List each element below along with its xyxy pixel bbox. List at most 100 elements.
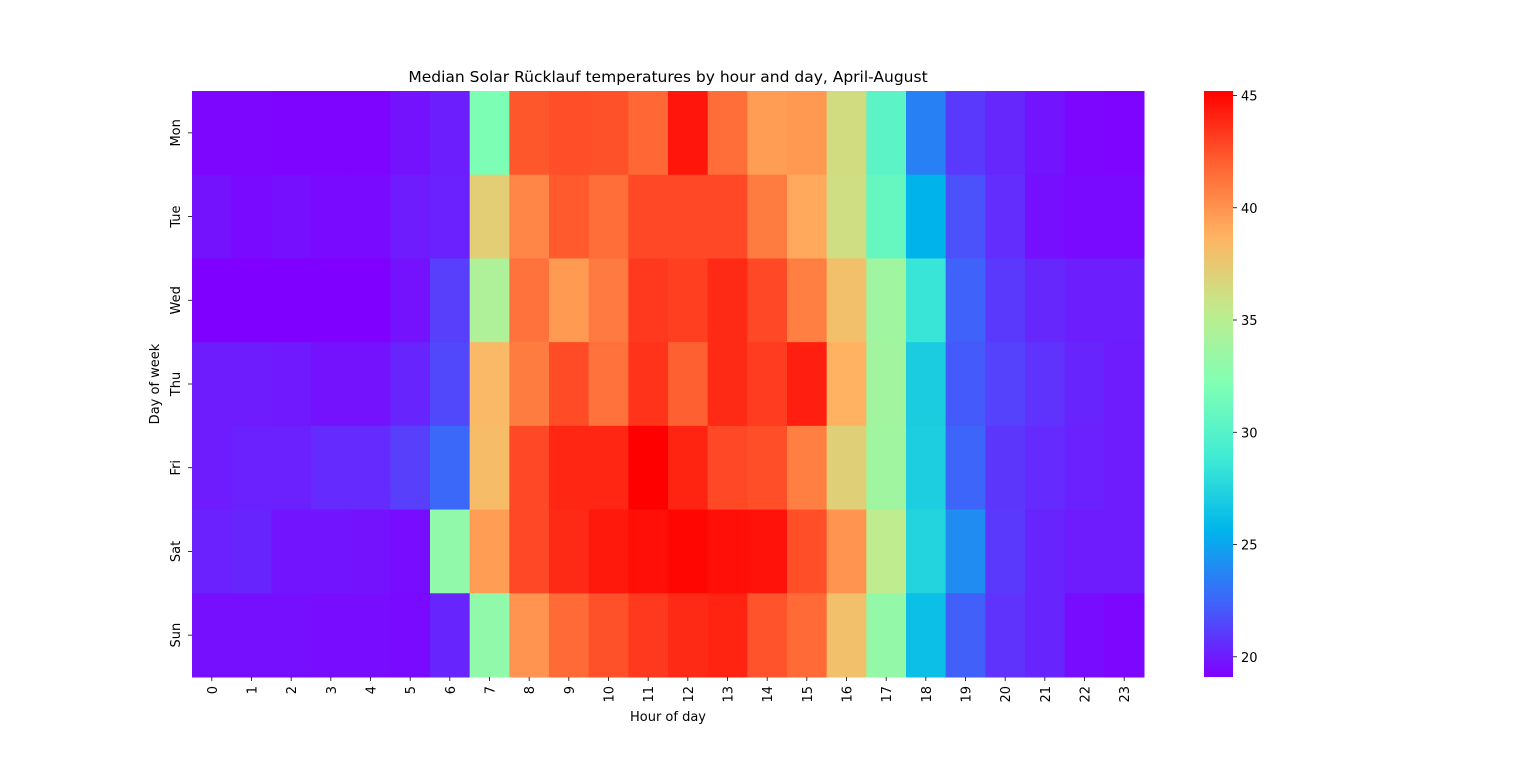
heatmap-cell <box>588 174 629 259</box>
heatmap-cell <box>1025 425 1066 511</box>
heatmap-cell <box>390 509 431 594</box>
x-tick-label: 5 <box>404 686 419 694</box>
heatmap-cell <box>668 509 709 594</box>
heatmap-cell <box>707 174 748 259</box>
heatmap-cell <box>747 91 788 176</box>
colorbar-tick-label: 30 <box>1241 426 1258 441</box>
heatmap-cell <box>1025 258 1066 343</box>
heatmap-cell <box>668 258 709 343</box>
heatmap-cell <box>469 425 510 511</box>
heatmap-cell <box>1104 91 1145 176</box>
heatmap-cell <box>192 174 233 259</box>
x-tick-label: 0 <box>206 686 221 694</box>
heatmap-cell <box>1064 593 1105 678</box>
heatmap-cell <box>707 91 748 176</box>
heatmap-cell <box>192 593 233 678</box>
heatmap-cell <box>945 593 986 678</box>
heatmap-cell <box>1025 509 1066 594</box>
heatmap-cell <box>231 593 272 678</box>
heatmap-cell <box>469 258 510 343</box>
y-tick-label: Mon <box>169 119 184 146</box>
x-axis-ticks: 0 1 2 3 4 5 6 7 8 9 10 11 12 13 14 15 16 17 18 19 20 21 22 23 <box>206 677 1133 703</box>
y-tick-label: Sun <box>169 623 184 648</box>
x-tick-label: 9 <box>563 686 578 694</box>
heatmap-cell <box>707 258 748 343</box>
y-tick-label: Sat <box>169 541 184 562</box>
heatmap-cell <box>628 91 669 176</box>
heatmap-cell <box>1104 425 1145 511</box>
heatmap-cell <box>390 258 431 343</box>
heatmap-cell <box>231 425 272 511</box>
heatmap-cell <box>271 342 312 427</box>
heatmap-cell <box>1064 258 1105 343</box>
x-tick-label: 12 <box>682 686 697 703</box>
heatmap-cell <box>588 258 629 343</box>
heatmap-cell <box>866 509 907 594</box>
heatmap-cell <box>430 593 471 678</box>
heatmap-cell <box>549 425 590 511</box>
y-axis-label: Day of week <box>148 343 163 424</box>
heatmap-cell <box>945 258 986 343</box>
heatmap-cell <box>1104 509 1145 594</box>
colorbar-tick-label: 45 <box>1241 89 1258 104</box>
x-axis-label: Hour of day <box>630 710 706 725</box>
heatmap-cell <box>192 342 233 427</box>
heatmap-cell <box>430 342 471 427</box>
heatmap-cell <box>311 258 352 343</box>
x-tick-label: 18 <box>920 686 935 703</box>
heatmap-cell <box>430 258 471 343</box>
x-tick-label: 3 <box>325 686 340 694</box>
heatmap-cell <box>390 342 431 427</box>
heatmap-cell <box>906 425 947 511</box>
heatmap-cell <box>231 91 272 176</box>
heatmap-cell <box>1025 593 1066 678</box>
heatmap-cell <box>668 174 709 259</box>
heatmap-cell <box>469 509 510 594</box>
heatmap-cell <box>469 593 510 678</box>
y-axis-ticks: Mon Tue Wed Thu Fri Sat Sun <box>169 119 192 648</box>
heatmap-cell <box>390 593 431 678</box>
chart-title: Median Solar Rücklauf temperatures by ho… <box>408 68 927 86</box>
heatmap-cell <box>271 425 312 511</box>
heatmap-cell <box>787 509 828 594</box>
heatmap-cell <box>628 593 669 678</box>
heatmap-cell <box>906 509 947 594</box>
heatmap-cell <box>826 258 867 343</box>
heatmap-cell <box>906 593 947 678</box>
heatmap-cell <box>588 593 629 678</box>
heatmap-cell <box>628 509 669 594</box>
heatmap-cell <box>1025 342 1066 427</box>
heatmap-cell <box>469 174 510 259</box>
heatmap-cell <box>1025 174 1066 259</box>
heatmap-cell <box>985 593 1026 678</box>
heatmap-cell <box>430 174 471 259</box>
x-tick-label: 8 <box>523 686 538 694</box>
heatmap-cell <box>588 91 629 176</box>
heatmap-cell <box>747 425 788 511</box>
heatmap-cell <box>826 509 867 594</box>
heatmap-cell <box>1064 509 1105 594</box>
heatmap-cell <box>311 509 352 594</box>
heatmap-cell <box>469 342 510 427</box>
heatmap-cell <box>985 509 1026 594</box>
heatmap-cell <box>231 342 272 427</box>
heatmap-cell <box>509 174 550 259</box>
y-tick-label: Thu <box>169 372 184 397</box>
heatmap-cell <box>628 425 669 511</box>
heatmap-cell <box>945 91 986 176</box>
heatmap-cell <box>549 342 590 427</box>
heatmap-cell <box>271 174 312 259</box>
heatmap-cell <box>628 342 669 427</box>
heatmap-cell <box>588 342 629 427</box>
colorbar-tick-label: 20 <box>1241 651 1258 666</box>
x-tick-label: 2 <box>285 686 300 694</box>
heatmap-cell <box>271 509 312 594</box>
heatmap-cell <box>549 593 590 678</box>
heatmap-cell <box>906 258 947 343</box>
x-tick-label: 16 <box>841 686 856 703</box>
x-tick-label: 17 <box>880 686 895 703</box>
heatmap-cell <box>271 91 312 176</box>
x-tick-label: 7 <box>484 686 499 694</box>
x-tick-label: 23 <box>1118 686 1133 703</box>
heatmap-cell <box>985 425 1026 511</box>
